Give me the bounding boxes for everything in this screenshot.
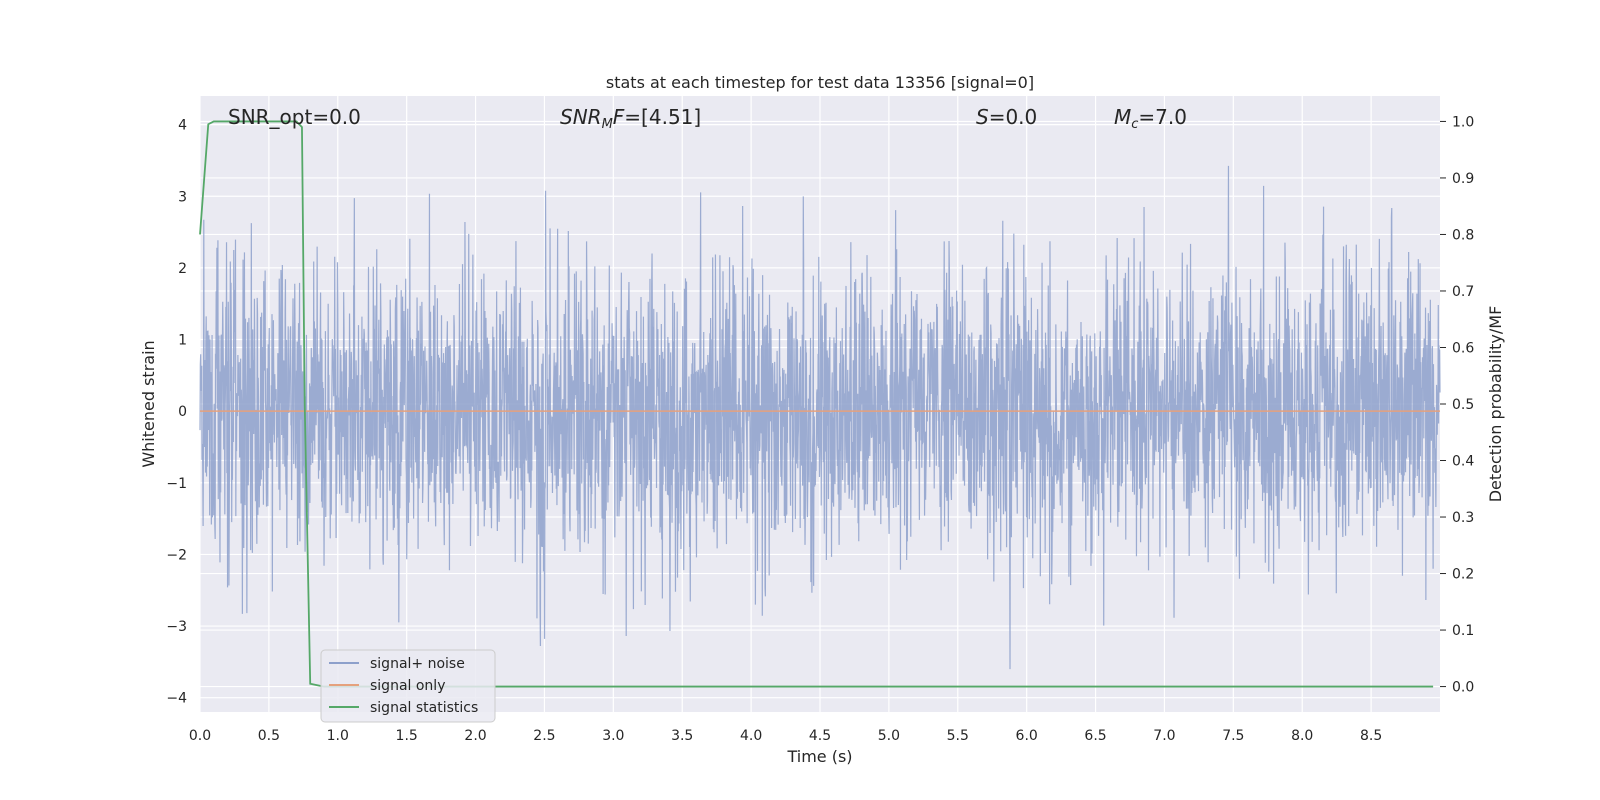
annotation-snr-mf-sub: M — [602, 117, 613, 132]
y-left-tick-label-1: −3 — [166, 619, 187, 635]
y-left-tick-label-7: 3 — [178, 189, 187, 205]
y-left-tick-label-0: −4 — [166, 691, 187, 707]
x-tick-label-11: 5.5 — [947, 728, 969, 744]
y-left-tick-label-6: 2 — [178, 261, 187, 277]
y-right-tick-label-0: 0.0 — [1452, 680, 1474, 696]
y-right-tick-label-9: 0.9 — [1452, 171, 1474, 187]
annotation-snr-mf-main: SNR — [560, 105, 602, 129]
x-tick-label-6: 3.0 — [602, 728, 624, 744]
y-right-tick-label-10: 1.0 — [1452, 114, 1474, 130]
x-tick-label-14: 7.0 — [1153, 728, 1175, 744]
annotation-snr-mf-rest: F=[4.51] — [613, 105, 701, 129]
annotation-mc-main: M — [1114, 105, 1131, 129]
y-axis-label-left: Whitened strain — [139, 340, 158, 467]
annotation-mc-rest: =7.0 — [1138, 105, 1187, 129]
y-left-tick-labels: −4 −3 −2 −1 0 1 2 3 4 — [166, 118, 187, 707]
annotation-s-main: S — [976, 105, 989, 129]
x-tick-label-1: 0.5 — [258, 728, 280, 744]
signal-noise-line — [199, 165, 1441, 670]
y-left-tick-label-8: 4 — [178, 118, 187, 134]
annotation-s: S=0.0 — [976, 105, 1037, 129]
x-tick-labels: 0.0 0.5 1.0 1.5 2.0 2.5 3.0 3.5 4.0 4.5 5.0 5.5 6.0 6… — [189, 728, 1382, 744]
y-right-tick-label-7: 0.7 — [1452, 284, 1474, 300]
legend-box — [320, 649, 496, 723]
x-tick-label-0: 0.0 — [189, 728, 211, 744]
x-tick-label-13: 6.5 — [1084, 728, 1106, 744]
chart-title: stats at each timestep for test data 133… — [606, 73, 1034, 92]
x-tick-label-15: 7.5 — [1222, 728, 1244, 744]
y-axis-label-right: Detection probability/MF — [1486, 306, 1505, 503]
annotations: SNR_opt=0.0 SNRMF=[4.51] S=0.0 Mc=7.0 — [228, 105, 1187, 132]
y-right-tick-label-4: 0.4 — [1452, 454, 1474, 470]
y-left-tick-label-5: 1 — [178, 333, 187, 349]
x-tick-label-17: 8.5 — [1360, 728, 1382, 744]
signal-statistics-line — [199, 120, 1434, 688]
y-left-tick-label-3: −1 — [166, 476, 187, 492]
y-right-tick-label-6: 0.6 — [1452, 340, 1474, 356]
y-left-tick-label-2: −2 — [166, 547, 187, 563]
y-right-tick-label-2: 0.2 — [1452, 567, 1474, 583]
legend-label-signal-noise: signal+ noise — [370, 656, 465, 672]
series-signal-noise — [199, 165, 1441, 670]
y-left-tick-label-4: 0 — [178, 404, 187, 420]
annotation-snr-opt: SNR_opt=0.0 — [228, 105, 361, 129]
legend-label-signal-only: signal only — [370, 678, 445, 694]
series-signal-statistics — [199, 120, 1434, 688]
y-right-tick-label-3: 0.3 — [1452, 510, 1474, 526]
legend-label-signal-statistics: signal statistics — [370, 700, 478, 716]
x-tick-label-10: 5.0 — [878, 728, 900, 744]
annotation-snr-mf: SNRMF=[4.51] — [560, 105, 701, 132]
x-tick-label-7: 3.5 — [671, 728, 693, 744]
y-right-tick-labels: 0.0 0.1 0.2 0.3 0.4 0.5 0.6 0.7 0.8 0.9 1.0 — [1440, 114, 1474, 696]
y-right-tick-label-5: 0.5 — [1452, 397, 1474, 413]
y-right-tick-label-8: 0.8 — [1452, 227, 1474, 243]
x-tick-label-3: 1.5 — [396, 728, 418, 744]
x-tick-label-5: 2.5 — [533, 728, 555, 744]
x-tick-label-9: 4.5 — [809, 728, 831, 744]
x-axis-label: Time (s) — [786, 747, 852, 766]
y-right-tick-label-1: 0.1 — [1452, 623, 1474, 639]
x-tick-label-12: 6.0 — [1016, 728, 1038, 744]
legend: signal+ noise signal only signal statist… — [320, 649, 496, 723]
x-tick-label-16: 8.0 — [1291, 728, 1313, 744]
x-tick-label-8: 4.0 — [740, 728, 762, 744]
x-tick-label-4: 2.0 — [464, 728, 486, 744]
annotation-mc: Mc=7.0 — [1114, 105, 1187, 132]
annotation-s-rest: =0.0 — [989, 105, 1038, 129]
annotation-snr-opt-text: SNR_opt=0.0 — [228, 105, 361, 129]
annotation-mc-sub: c — [1131, 117, 1138, 132]
x-tick-label-2: 1.0 — [327, 728, 349, 744]
